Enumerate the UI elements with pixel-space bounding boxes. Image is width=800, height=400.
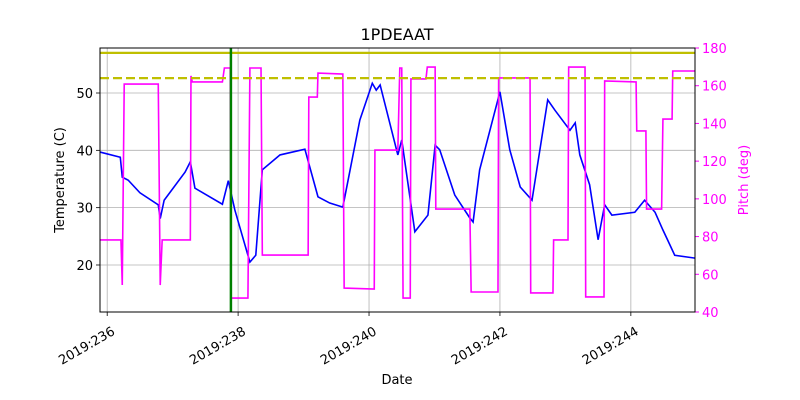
y-tick-label: 30: [76, 202, 93, 217]
x-tick-label: 2019:238: [187, 324, 248, 368]
y2-tick-label: 100: [702, 193, 727, 208]
y-tick-label: 40: [76, 144, 93, 159]
y-tick-label: 20: [76, 259, 93, 274]
x-tick-label: 2019:244: [580, 324, 641, 368]
y2-tick-label: 80: [702, 231, 719, 246]
y2-tick-label: 120: [702, 155, 727, 170]
x-tick-label: 2019:236: [56, 324, 117, 368]
y-axis-label: Temperature (C): [53, 127, 68, 234]
y2-tick-label: 40: [702, 306, 719, 321]
x-tick-label: 2019:242: [449, 324, 510, 368]
y2-tick-label: 140: [702, 117, 727, 132]
plot-frame: [99, 47, 696, 313]
y2-tick-label: 160: [702, 80, 727, 95]
x-axis-label: Date: [381, 373, 412, 388]
y2-axis-label: Pitch (deg): [737, 145, 752, 215]
y2-tick-label: 60: [702, 268, 719, 283]
x-tick-label: 2019:240: [318, 324, 379, 368]
data-line: [99, 81, 696, 264]
chart-title: 1PDEAAT: [360, 25, 433, 44]
y2-tick-label: 180: [702, 42, 727, 57]
data-line: [100, 66, 695, 299]
y-tick-label: 50: [76, 87, 93, 102]
